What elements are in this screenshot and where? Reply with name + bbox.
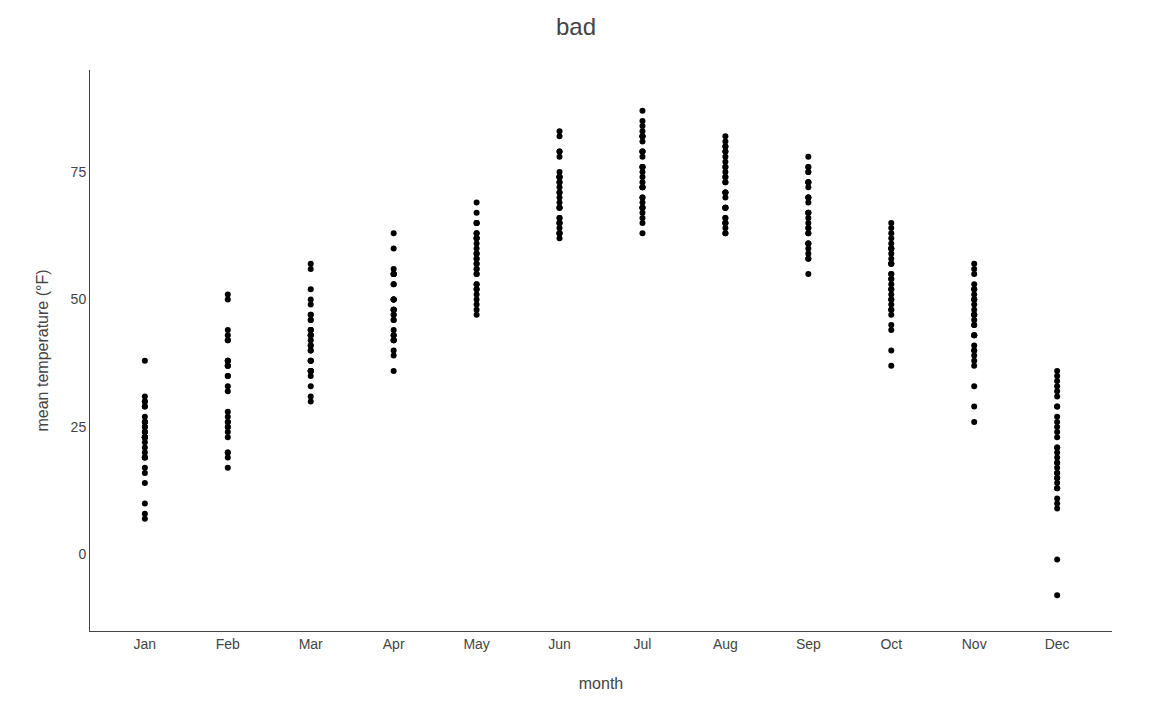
- svg-text:Sep: Sep: [796, 636, 821, 652]
- svg-text:Mar: Mar: [299, 636, 323, 652]
- svg-text:bad: bad: [556, 13, 596, 40]
- svg-text:May: May: [463, 636, 489, 652]
- svg-text:25: 25: [71, 419, 87, 435]
- svg-text:month: month: [579, 675, 623, 692]
- svg-text:Nov: Nov: [962, 636, 987, 652]
- svg-text:Jun: Jun: [548, 636, 571, 652]
- svg-text:Oct: Oct: [880, 636, 902, 652]
- svg-text:Feb: Feb: [216, 636, 240, 652]
- svg-text:Jan: Jan: [134, 636, 157, 652]
- svg-text:50: 50: [71, 291, 87, 307]
- svg-text:75: 75: [71, 164, 87, 180]
- svg-text:Dec: Dec: [1045, 636, 1070, 652]
- svg-text:0: 0: [78, 546, 86, 562]
- svg-text:Apr: Apr: [383, 636, 405, 652]
- svg-text:Aug: Aug: [713, 636, 738, 652]
- svg-text:Jul: Jul: [634, 636, 652, 652]
- svg-text:mean temperature (°F): mean temperature (°F): [34, 269, 51, 431]
